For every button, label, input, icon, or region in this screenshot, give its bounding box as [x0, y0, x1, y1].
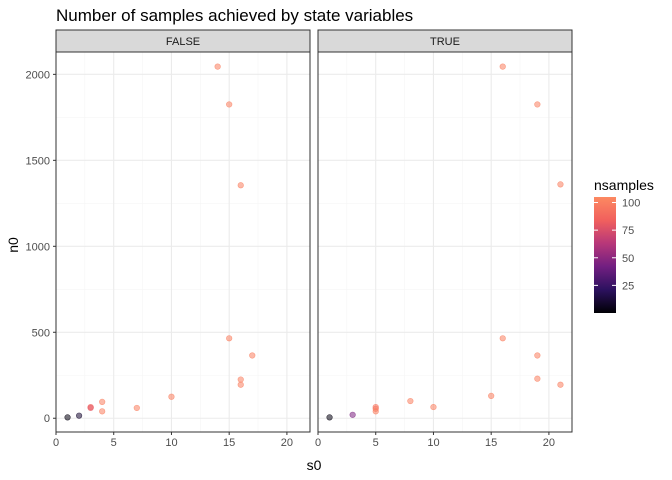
legend-break-label: 25: [622, 280, 634, 292]
data-point: [407, 397, 414, 405]
x-tick-label: 20: [543, 437, 555, 449]
x-tick-label: 15: [223, 437, 235, 449]
data-point: [488, 392, 495, 399]
data-point: [534, 375, 541, 382]
x-tick-label: 5: [111, 437, 117, 449]
data-point: [326, 414, 333, 421]
y-tick-label: 500: [32, 327, 50, 339]
data-point: [99, 408, 106, 415]
data-point: [214, 63, 221, 70]
data-point: [372, 408, 379, 415]
panel-background: [318, 52, 572, 432]
facet-panel-true: TRUE 0 5 10 15 20: [315, 29, 573, 449]
x-tick-label: 0: [53, 437, 59, 449]
y-axis: 0 500 1000 1500 2000: [26, 69, 56, 425]
data-point: [226, 335, 233, 342]
data-point: [534, 352, 541, 359]
data-point: [249, 352, 256, 359]
y-tick-label: 1000: [26, 241, 50, 253]
data-point: [499, 335, 506, 342]
data-point: [499, 63, 506, 70]
data-point: [99, 398, 106, 406]
legend-break-label: 75: [622, 225, 634, 237]
x-tick-label: 10: [165, 437, 177, 449]
data-point: [75, 412, 83, 419]
x-tick-label: 0: [315, 437, 321, 449]
data-point: [237, 182, 244, 189]
x-tick-label: 20: [281, 437, 293, 449]
data-point: [349, 411, 356, 418]
panels: FALSE 0 5 10 15 20 TRUE 0 5 10 15 20 0 500 1000 1500 200…: [26, 29, 573, 449]
legend-break-label: 100: [622, 198, 640, 210]
facet-strip-label: TRUE: [430, 36, 460, 48]
data-point: [133, 404, 140, 412]
data-point: [64, 414, 71, 421]
x-tick-label: 15: [485, 437, 497, 449]
data-point: [226, 101, 233, 108]
y-tick-label: 2000: [26, 69, 50, 81]
data-point: [87, 404, 94, 412]
legend-colorbar: [594, 197, 616, 313]
chart-title: Number of samples achieved by state vari…: [56, 6, 413, 25]
facet-strip: [317, 29, 573, 53]
legend-title: nsamples: [594, 177, 654, 193]
data-point: [237, 376, 244, 383]
data-point: [557, 181, 564, 188]
y-tick-label: 1500: [26, 155, 50, 167]
data-point: [534, 101, 541, 108]
y-tick-label: 0: [44, 413, 50, 425]
facet-strip-label: FALSE: [166, 36, 200, 48]
legend-break-label: 50: [622, 253, 634, 265]
data-point: [430, 403, 437, 411]
x-tick-label: 5: [373, 437, 379, 449]
data-point: [557, 381, 564, 388]
data-point: [237, 381, 244, 388]
x-axis-title: s0: [307, 457, 322, 473]
y-axis-title: n0: [5, 237, 21, 253]
x-tick-label: 10: [427, 437, 439, 449]
data-point: [168, 393, 175, 400]
facet-strip: [55, 29, 311, 53]
color-legend: nsamples 25 50 75 100: [594, 177, 654, 313]
panel-background: [56, 52, 310, 432]
facet-panel-false: FALSE 0 5 10 15 20: [53, 29, 311, 449]
